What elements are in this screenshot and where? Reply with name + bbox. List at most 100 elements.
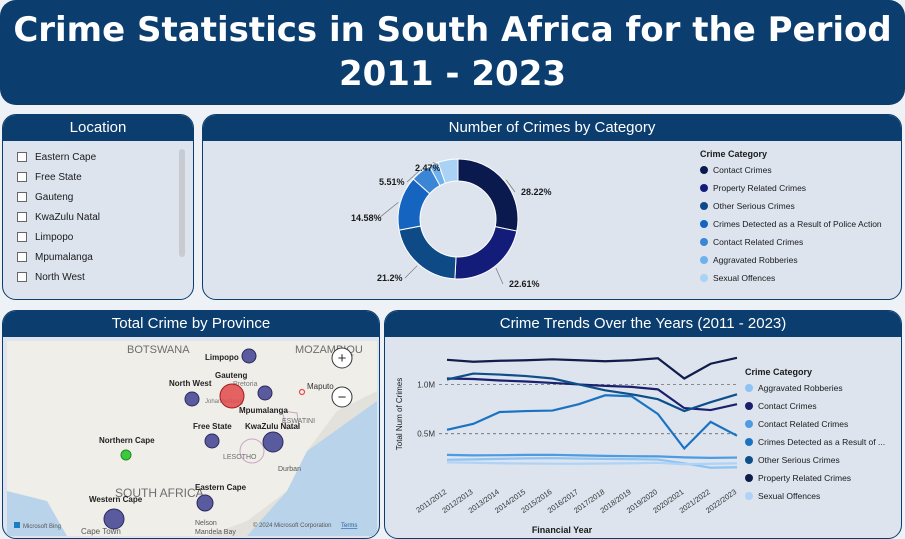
map-label-botswana: BOTSWANA [127,344,190,356]
trend-legend-label: Contact Crimes [758,401,817,411]
series-line[interactable] [446,394,738,451]
map-label-limpopo: Limpopo [205,353,239,362]
checkbox[interactable] [17,212,27,222]
legend-dot [745,456,753,464]
location-scrollbar[interactable] [179,149,185,257]
bubble-northern-cape[interactable] [120,449,132,461]
donut-legend-item[interactable]: Contact Crimes [700,161,882,179]
legend-dot [700,256,708,264]
donut-legend-item[interactable]: Aggravated Robberies [700,251,882,269]
map-label-maputo: Maputo [307,382,334,391]
location-item-label: Limpopo [35,231,74,243]
series-line[interactable] [446,453,738,459]
bubble-mpumalanga[interactable] [257,385,273,401]
trend-legend-label: Crimes Detected as a Result of ... [758,437,886,447]
map-label-mandela-bay: Mandela Bay [195,529,236,536]
trend-legend-label: Aggravated Robberies [758,383,843,393]
series-line[interactable] [446,377,738,412]
donut-slice[interactable] [457,158,519,232]
zoom-out-button[interactable]: − [331,386,353,408]
legend-dot [745,402,753,410]
donut-legend-title: Crime Category [700,149,768,159]
legend-dot [700,238,708,246]
location-item[interactable]: Eastern Cape [3,147,193,167]
bubble-north-west[interactable] [184,391,200,407]
map-label-durban: Durban [278,466,301,473]
donut-legend: Crime Category Contact Crimes Property Re… [700,149,882,287]
checkbox[interactable] [17,152,27,162]
donut-data-label: 2.47% [415,163,441,173]
location-item[interactable]: North West [3,267,193,287]
trends-legend: Crime Category Aggravated Robberies Conta… [745,367,885,505]
checkbox[interactable] [17,272,27,282]
donut-slice[interactable] [398,225,457,280]
province-map-panel: Total Crime by Province BOTSWANA MOZAMBI… [2,310,380,539]
donut-data-label: 28.22% [521,187,552,197]
maputo-marker [298,388,306,396]
donut-slice[interactable] [437,158,459,184]
map-label-mozambique: MOZAMBIQU [295,344,363,356]
location-item[interactable]: KwaZulu Natal [3,207,193,227]
map-label-pretoria: Pretoria [233,381,258,388]
donut-legend-item[interactable]: Sexual Offences [700,269,882,287]
bing-label: Microsoft Bing [23,524,61,530]
location-list: Eastern Cape Free State Gauteng KwaZulu Nat… [3,141,193,287]
legend-dot [700,220,708,228]
series-line[interactable] [446,372,738,413]
zoom-out-label: − [338,389,347,406]
trend-legend-item[interactable]: Aggravated Robberies [745,379,885,397]
trend-legend-label: Other Serious Crimes [758,455,840,465]
province-map[interactable]: BOTSWANA MOZAMBIQU SOUTH AFRICA LESOTHO … [7,341,377,536]
location-item[interactable]: Mpumalanga [3,247,193,267]
trend-legend-item[interactable]: Property Related Crimes [745,469,885,487]
bubble-kwazulu-natal[interactable] [262,431,284,453]
donut-legend-label: Other Serious Crimes [713,201,795,211]
checkbox[interactable] [17,192,27,202]
donut-legend-item[interactable]: Contact Related Crimes [700,233,882,251]
donut-legend-item[interactable]: Property Related Crimes [700,179,882,197]
map-label-north-west: North West [169,379,212,388]
map-label-mpumalanga: Mpumalanga [239,406,288,415]
zoom-in-button[interactable]: + [331,347,353,369]
trend-legend-label: Sexual Offences [758,491,821,501]
donut-slice[interactable] [454,226,518,280]
location-item[interactable]: Gauteng [3,187,193,207]
donut-legend-item[interactable]: Crimes Detected as a Result of Police Ac… [700,215,882,233]
donut-data-label: 5.51% [379,177,405,187]
zoom-in-label: + [338,350,347,367]
location-title: Location [3,115,193,141]
series-line[interactable] [446,356,738,380]
map-terms-link[interactable]: Terms [341,523,357,529]
location-item-label: Gauteng [35,191,74,203]
legend-dot [700,166,708,174]
bubble-eastern-cape[interactable] [196,494,214,512]
checkbox[interactable] [17,252,27,262]
bubble-limpopo[interactable] [241,348,257,364]
title-line1: Crime Statistics in South Africa for the… [13,10,892,50]
checkbox[interactable] [17,172,27,182]
bubble-gauteng[interactable] [219,383,245,409]
trend-legend-item[interactable]: Crimes Detected as a Result of ... [745,433,885,451]
trend-legend-item[interactable]: Sexual Offences [745,487,885,505]
location-item-label: Free State [35,171,82,183]
location-slicer: Location Eastern Cape Free State Gauteng Kw… [2,114,194,300]
trend-legend-item[interactable]: Contact Related Crimes [745,415,885,433]
series-line[interactable] [446,461,738,466]
map-copyright: © 2024 Microsoft Corporation [253,522,331,529]
x-axis-label: Financial Year [532,525,593,535]
donut-legend-item[interactable]: Other Serious Crimes [700,197,882,215]
trend-legend-item[interactable]: Other Serious Crimes [745,451,885,469]
legend-dot [745,420,753,428]
trends-legend-title: Crime Category [745,367,813,377]
location-item[interactable]: Limpopo [3,227,193,247]
donut-chart: 28.22% 22.61% 21.2% 14.58% 5.51% 2.47% [351,158,552,289]
dashboard-title: Crime Statistics in South Africa for the… [0,0,905,105]
checkbox[interactable] [17,232,27,242]
bubble-western-cape[interactable] [103,508,125,530]
donut-leader-line [505,179,516,193]
donut-legend-label: Aggravated Robberies [713,255,798,265]
location-item[interactable]: Free State [3,167,193,187]
bubble-free-state[interactable] [204,433,220,449]
donut-leader-line [378,202,399,219]
trend-legend-item[interactable]: Contact Crimes [745,397,885,415]
